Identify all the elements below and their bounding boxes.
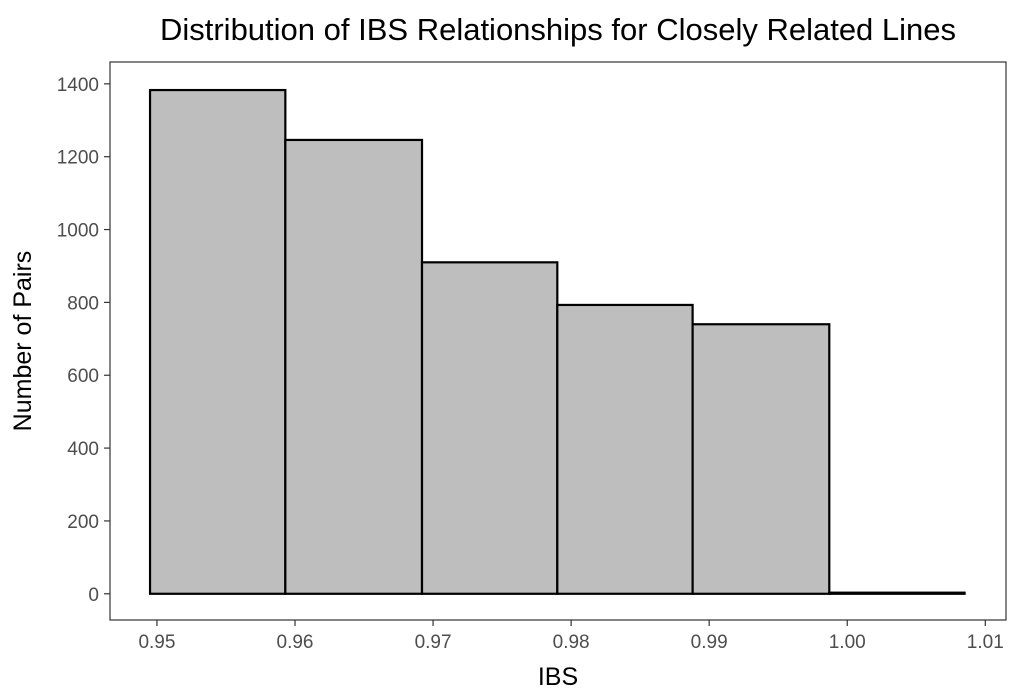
y-tick-label-4: 600: [67, 366, 99, 387]
x-tick-label-5: 0.99: [691, 632, 728, 653]
histogram-bar-5: [691, 323, 831, 595]
y-tick-label-6: 1000: [57, 221, 99, 242]
x-tick-label-4: 0.98: [553, 632, 590, 653]
histogram-bar-2: [284, 138, 424, 595]
y-tick-label-7: 1200: [57, 148, 99, 169]
y-axis: 0 200 400 600 800 1000 1200 1400: [57, 75, 110, 606]
y-tick-label-1: 0: [88, 585, 99, 606]
y-axis-title: Number of Pairs: [9, 251, 37, 432]
x-tick-label-2: 0.96: [277, 632, 314, 653]
histogram-bar-3: [420, 261, 559, 595]
y-tick-label-2: 200: [67, 512, 99, 533]
x-tick-label-3: 0.97: [415, 632, 452, 653]
x-tick-label-6: 1.00: [829, 632, 866, 653]
x-axis-title: IBS: [538, 663, 578, 691]
y-tick-label-5: 800: [67, 293, 99, 314]
plot-panel-border: [109, 61, 1007, 621]
x-tick-label-7: 1.01: [967, 632, 1004, 653]
histogram-bar-6: [828, 591, 966, 595]
chart-title: Distribution of IBS Relationships for Cl…: [160, 12, 956, 47]
x-axis: 0.95 0.96 0.97 0.98 0.99 1.00 1.01: [138, 620, 1004, 653]
y-tick-label-3: 400: [67, 439, 99, 460]
histogram-bar-1: [148, 88, 287, 595]
x-tick-label-1: 0.95: [138, 632, 175, 653]
bars-layer: [148, 88, 966, 595]
y-tick-label-8: 1400: [57, 75, 99, 96]
histogram-bar-4: [556, 303, 694, 595]
